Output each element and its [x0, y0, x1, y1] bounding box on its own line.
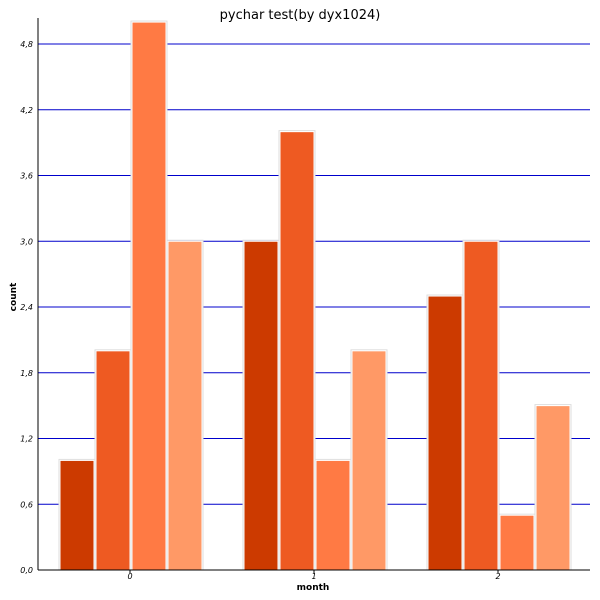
bar — [535, 405, 571, 571]
y-tick-label: 2,4 — [20, 303, 33, 312]
y-tick-label: 4,2 — [20, 106, 33, 115]
bar — [95, 350, 131, 571]
bar — [315, 459, 351, 571]
x-axis-label: month — [297, 583, 330, 593]
x-tick-label: 0 — [127, 572, 132, 581]
bar — [59, 459, 95, 571]
y-tick-labels: 0,0 0,6 1,2 1,8 2,4 3,0 3,6 4,2 4,8 — [20, 40, 33, 575]
y-tick-label: 1,8 — [20, 369, 33, 378]
bar — [279, 131, 315, 571]
y-axis-label: count — [9, 282, 19, 311]
y-tick-label: 0,0 — [20, 566, 33, 575]
bar — [499, 514, 535, 571]
y-tick-label: 3,6 — [20, 172, 33, 181]
bars — [58, 20, 572, 571]
bar — [131, 21, 167, 571]
bar — [463, 240, 499, 571]
bar — [427, 295, 463, 571]
bar — [351, 350, 387, 571]
bar — [243, 240, 279, 571]
x-tick-labels: 0 1 2 — [127, 570, 501, 581]
x-tick-label: 1 — [311, 572, 316, 581]
y-tick-label: 0,6 — [20, 500, 33, 509]
y-tick-label: 1,2 — [20, 435, 33, 444]
bar — [167, 240, 203, 571]
x-tick-label: 2 — [495, 572, 500, 581]
chart-title: pychar test(by dyx1024) — [220, 8, 381, 23]
y-tick-label: 4,8 — [20, 40, 33, 49]
y-tick-label: 3,0 — [20, 237, 33, 246]
